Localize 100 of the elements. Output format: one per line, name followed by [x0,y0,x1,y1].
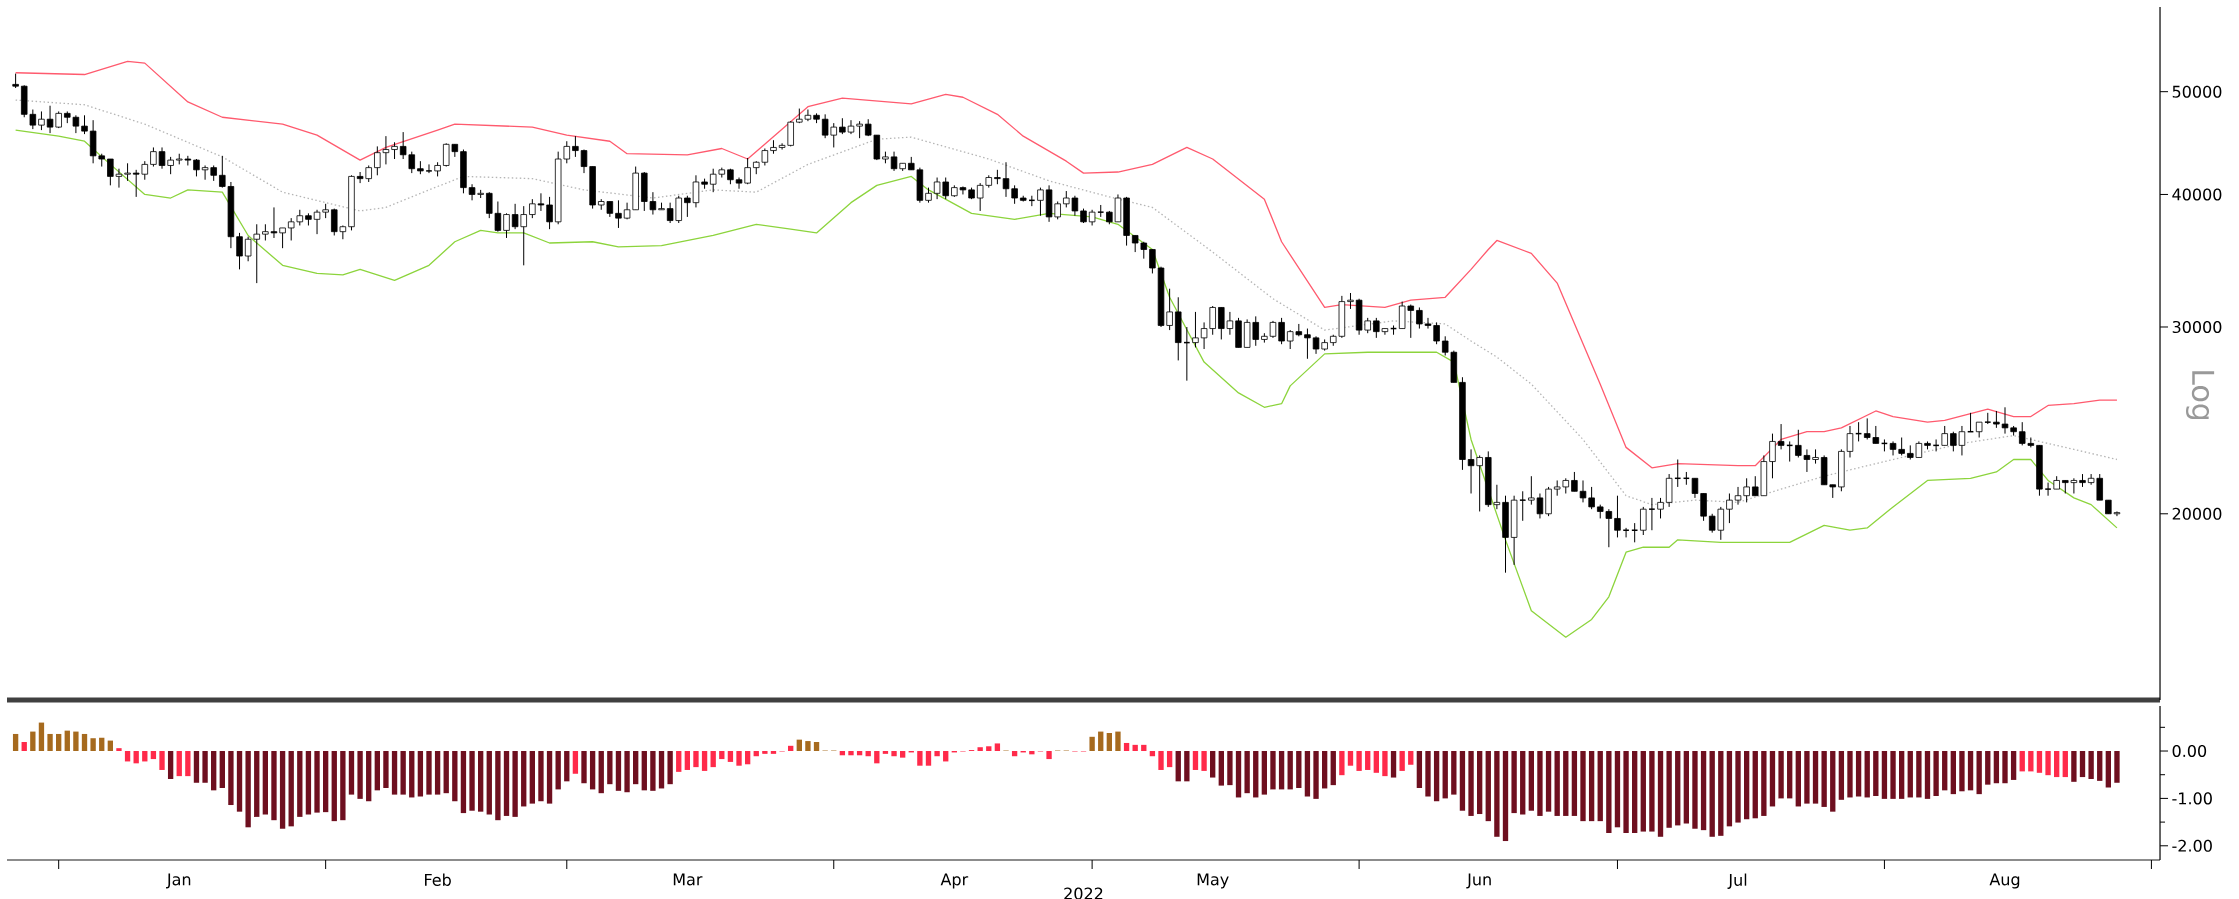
bar [1520,751,1526,815]
bar [30,731,36,752]
bar [641,751,647,791]
bar [185,751,191,777]
bar [744,751,751,765]
bar [805,741,811,752]
bar [1166,751,1173,768]
bar [1046,751,1052,760]
bar [1640,751,1646,832]
bar [2088,751,2094,779]
bar [1356,751,1362,771]
candlestick [279,227,286,249]
candlestick [546,196,553,230]
bar [727,751,734,762]
bar [581,751,587,784]
bar [2045,751,2051,776]
bar [2062,751,2068,778]
bar [925,751,932,766]
bar [1477,751,1483,815]
bar [1743,751,1750,820]
bar [1123,742,1130,752]
bar [176,751,182,777]
bar [1683,751,1690,824]
bar [1201,751,1207,771]
candlestick [1941,425,1948,446]
bar [2105,751,2112,788]
bar [245,751,251,828]
bar [443,751,449,794]
bar [1235,751,1242,798]
bar [1494,751,1500,837]
bar [2079,751,2086,778]
candlestick [1614,495,1621,538]
bar [1563,751,1569,816]
bar [1614,751,1621,828]
bar [271,751,277,821]
bar [1769,751,1776,807]
y-tick-label: -1.00 [2172,792,2212,805]
bar [1959,751,1965,792]
bar [1761,751,1767,816]
bar [99,737,105,752]
bar [297,751,303,817]
bar [1321,751,1328,789]
bar [81,733,88,752]
bar [469,751,475,811]
bar [1993,751,2000,784]
bar [1485,751,1491,822]
bar [934,751,940,757]
bar [409,751,415,798]
bar [1218,751,1224,786]
y-tick-label: 0.00 [2172,744,2207,758]
candlestick [1648,497,1656,531]
bar [1718,751,1724,836]
candlestick [1037,187,1044,217]
bar [495,751,501,821]
bar [1709,751,1715,837]
bar [1089,736,1095,752]
candlestick [81,114,88,135]
candlestick [615,199,622,229]
x-tick-label: Jul [1727,873,1747,889]
candlestick [38,110,45,131]
bar [366,751,372,802]
bar [1158,751,1164,770]
bar [1571,751,1578,816]
bar [1261,751,1268,795]
bar [193,751,200,783]
bar [1442,751,1448,799]
bar [1330,751,1336,786]
x-axis-title: 2022 [1064,887,1103,899]
bar [1296,751,1302,788]
bar [1416,751,1423,788]
bar [1459,751,1466,811]
bar [874,751,880,764]
bar [1778,751,1784,799]
candlestick [1149,248,1156,274]
bar [762,751,768,754]
bar [2054,751,2060,778]
bar [1029,751,1035,755]
bar [90,738,96,752]
candlestick [1777,423,1785,450]
bar [1898,751,1905,799]
bar [1580,751,1586,822]
bar [719,751,725,760]
bar [116,748,122,752]
bar [331,751,337,822]
bar [676,751,682,772]
bar [1528,751,1535,811]
bar [1347,751,1354,766]
bar [1666,751,1672,828]
bar [219,751,225,788]
bar [1830,751,1836,812]
candlestick [1011,184,1018,205]
bar [279,751,286,829]
bar [1373,751,1379,773]
bar [650,751,656,791]
bar [1425,751,1431,797]
bar [693,751,699,768]
bar [589,751,596,790]
x-tick-label: May [1197,873,1229,889]
bar [2071,751,2077,782]
bar [1390,751,1397,778]
